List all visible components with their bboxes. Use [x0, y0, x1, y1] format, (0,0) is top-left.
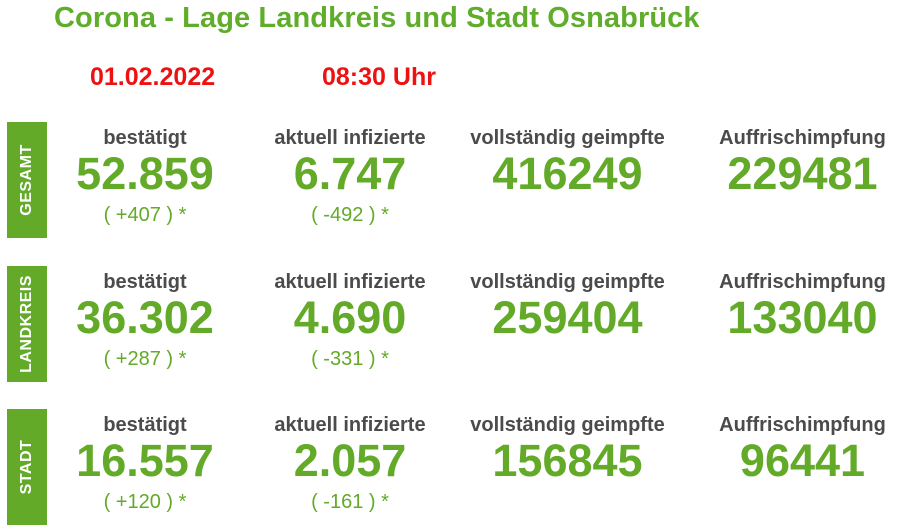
stat-delta: ( +120 ) * — [103, 491, 187, 513]
report-date: 01.02.2022 — [90, 63, 216, 91]
stat-value: 259404 — [492, 292, 643, 343]
page-title: Corona - Lage Landkreis und Stadt Osnabr… — [54, 2, 700, 34]
stat-active: aktuell infizierte 6.747 ( -492 ) * — [260, 122, 440, 228]
stat-label: Auffrischimpfung — [719, 127, 886, 149]
side-tab-landkreis: LANDKREIS — [7, 266, 47, 382]
stat-label: aktuell infizierte — [274, 414, 426, 436]
stat-fully-vaccinated: vollständig geimpfte 416249 — [455, 122, 680, 198]
section-gesamt: GESAMT bestätigt 52.859 ( +407 ) * aktue… — [0, 122, 902, 240]
report-time: 08:30 Uhr — [322, 63, 436, 91]
stat-label: vollständig geimpfte — [470, 127, 665, 149]
side-tab-label: STADT — [18, 439, 35, 495]
stat-value: 416249 — [492, 148, 643, 199]
stat-value: 16.557 — [76, 435, 214, 486]
section-landkreis: LANDKREIS bestätigt 36.302 ( +287 ) * ak… — [0, 266, 902, 384]
stat-fully-vaccinated: vollständig geimpfte 259404 — [455, 266, 680, 342]
stat-label: Auffrischimpfung — [719, 271, 886, 293]
stat-delta: ( +407 ) * — [103, 204, 187, 226]
stat-delta: ( -331 ) * — [311, 348, 389, 370]
stat-delta: ( -161 ) * — [311, 491, 389, 513]
section-stadt: STADT bestätigt 16.557 ( +120 ) * aktuel… — [0, 409, 902, 527]
stat-booster: Auffrischimpfung 133040 — [705, 266, 900, 342]
stat-value: 229481 — [727, 148, 878, 199]
stat-value: 133040 — [727, 292, 878, 343]
stat-active: aktuell infizierte 4.690 ( -331 ) * — [260, 266, 440, 372]
stat-value: 36.302 — [76, 292, 214, 343]
side-tab-stadt: STADT — [7, 409, 47, 525]
stat-delta: ( -492 ) * — [311, 204, 389, 226]
stat-label: aktuell infizierte — [274, 127, 426, 149]
stat-active: aktuell infizierte 2.057 ( -161 ) * — [260, 409, 440, 515]
side-tab-gesamt: GESAMT — [7, 122, 47, 238]
stat-value: 156845 — [492, 435, 643, 486]
stat-booster: Auffrischimpfung 229481 — [705, 122, 900, 198]
stat-value: 4.690 — [293, 292, 407, 343]
stat-value: 52.859 — [76, 148, 214, 199]
stat-label: bestätigt — [103, 271, 187, 293]
side-tab-label: GESAMT — [18, 144, 35, 216]
stat-label: Auffrischimpfung — [719, 414, 886, 436]
stat-confirmed: bestätigt 52.859 ( +407 ) * — [65, 122, 225, 228]
stat-delta: ( +287 ) * — [103, 348, 187, 370]
stat-value: 96441 — [739, 435, 866, 486]
stat-confirmed: bestätigt 16.557 ( +120 ) * — [65, 409, 225, 515]
stat-label: bestätigt — [103, 127, 187, 149]
stat-value: 6.747 — [293, 148, 407, 199]
stat-fully-vaccinated: vollständig geimpfte 156845 — [455, 409, 680, 485]
stat-label: aktuell infizierte — [274, 271, 426, 293]
stat-label: bestätigt — [103, 414, 187, 436]
stat-booster: Auffrischimpfung 96441 — [705, 409, 900, 485]
side-tab-label: LANDKREIS — [18, 275, 35, 373]
stat-label: vollständig geimpfte — [470, 414, 665, 436]
stat-label: vollständig geimpfte — [470, 271, 665, 293]
stat-value: 2.057 — [293, 435, 407, 486]
stat-confirmed: bestätigt 36.302 ( +287 ) * — [65, 266, 225, 372]
